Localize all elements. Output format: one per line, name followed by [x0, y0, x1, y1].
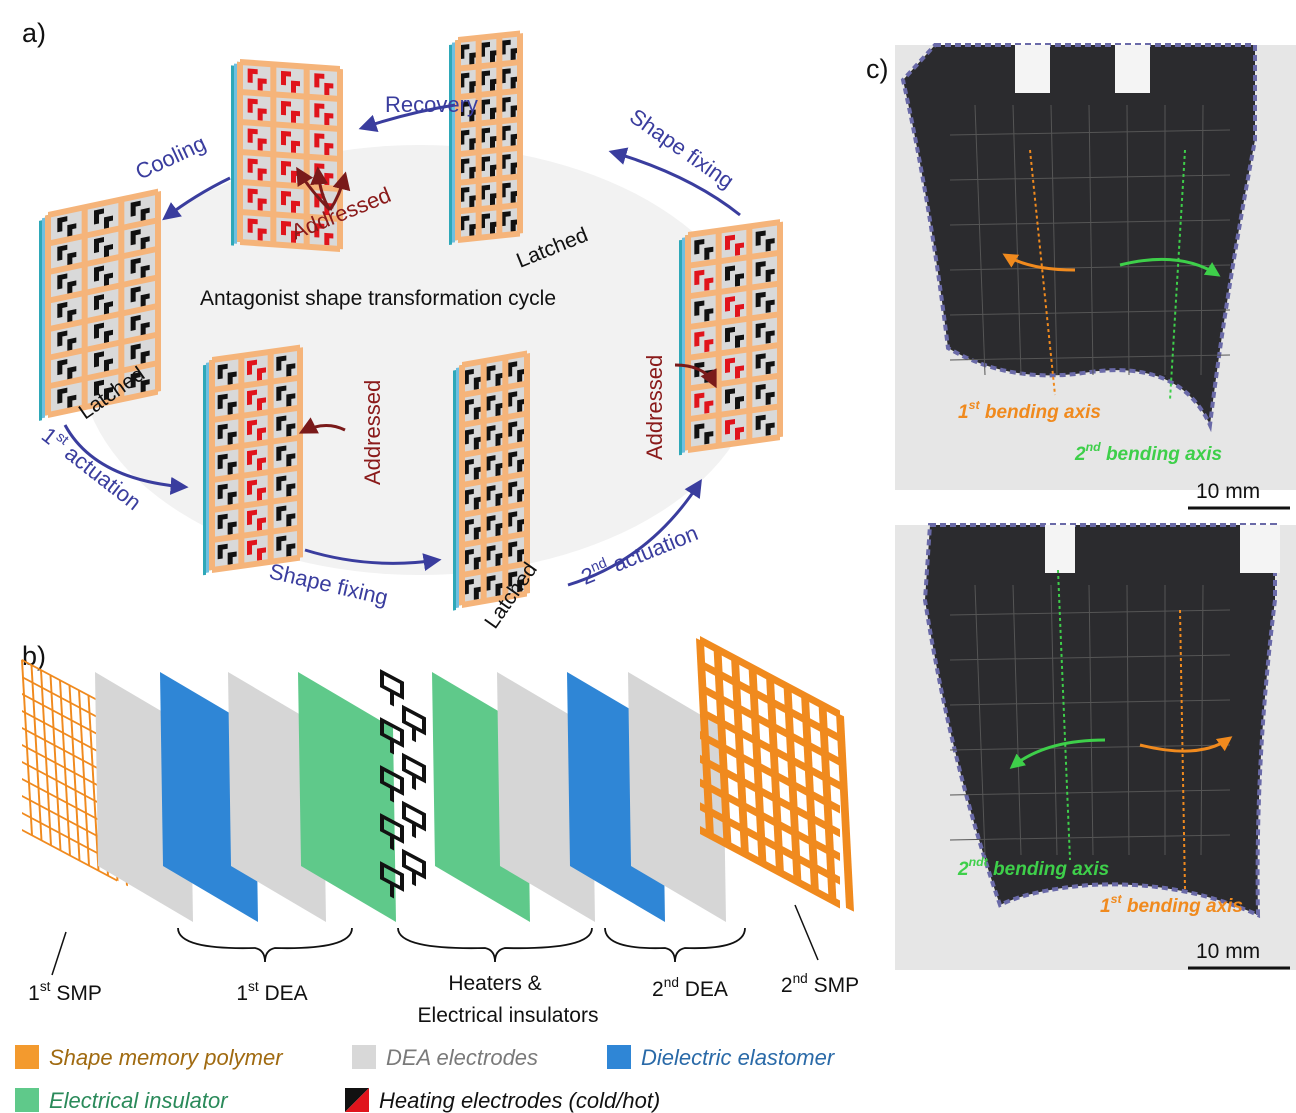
- axis-label-rest: bending axis: [980, 402, 1101, 423]
- legend-swatch: [15, 1088, 39, 1112]
- sheet-edge: [452, 42, 455, 242]
- group-label-base: 1: [236, 982, 248, 1005]
- photo-tab: [1015, 45, 1050, 93]
- smp-fiber: [79, 690, 89, 865]
- panel-label: c): [866, 54, 889, 84]
- axis-label: 1st bending axis: [958, 398, 1101, 423]
- step-label: Recovery: [385, 92, 478, 117]
- group-label-sup: nd: [793, 971, 808, 986]
- sheet: [39, 188, 161, 421]
- step-label: Cooling: [132, 130, 210, 184]
- legend-swatch: [352, 1045, 376, 1069]
- legend-label: Heating electrodes (cold/hot): [379, 1088, 660, 1113]
- axis-label-sup: nd: [1086, 440, 1102, 454]
- group-label-base: 2: [781, 974, 793, 997]
- brace: [605, 928, 745, 962]
- legend-swatch: [15, 1045, 39, 1069]
- group-label: 1st SMP: [28, 979, 102, 1005]
- axis-label-base: 2: [1074, 444, 1086, 465]
- group-label-rest: DEA: [259, 982, 308, 1005]
- leader: [795, 905, 818, 960]
- group-label-rest: DEA: [679, 978, 728, 1001]
- group-label-base: 2: [652, 978, 664, 1001]
- sheet: [449, 30, 523, 245]
- group-label: 2nd DEA: [652, 975, 728, 1001]
- axis-label-base: 1: [1100, 896, 1111, 917]
- group-label: Electrical insulators: [418, 1004, 599, 1027]
- scale-bar-label: 10 mm: [1196, 940, 1260, 963]
- sheet-edge: [203, 365, 206, 575]
- sheet-edge: [206, 362, 209, 572]
- legend-label: DEA electrodes: [386, 1045, 538, 1070]
- group-label-rest: SMP: [50, 982, 101, 1005]
- photo-tab: [1045, 525, 1075, 573]
- axis-label-base: 2: [957, 859, 969, 880]
- sheet-edge: [453, 370, 456, 611]
- sheet-edge: [449, 45, 452, 245]
- group-label-sup: nd: [664, 975, 679, 990]
- sheet-edge: [456, 368, 459, 609]
- group-label-base: 1: [28, 982, 40, 1005]
- scale-bar-label: 10 mm: [1196, 480, 1260, 503]
- group-label-sup: st: [248, 979, 259, 994]
- figure: a)RecoveryCoolingShape fixing1st actuati…: [0, 0, 1296, 1113]
- group-label-sup: st: [40, 979, 51, 994]
- state-label: Addressed: [360, 380, 385, 485]
- sheet-edge: [231, 65, 234, 245]
- photo-tab: [1240, 525, 1280, 573]
- panel-label: a): [22, 18, 46, 48]
- legend-label: Dielectric elastomer: [641, 1045, 836, 1070]
- group-label: Heaters &: [448, 972, 541, 995]
- sheet-edge: [234, 64, 237, 244]
- leader: [52, 932, 66, 975]
- axis-label-rest: bending axis: [1101, 444, 1222, 465]
- brace: [398, 928, 592, 962]
- smp-fiber: [840, 714, 850, 909]
- group-label: 2nd SMP: [781, 971, 859, 997]
- legend-label: Shape memory polymer: [49, 1045, 284, 1070]
- axis-label-sup: ndt: [969, 855, 989, 869]
- sheet-edge: [42, 218, 45, 419]
- axis-label-rest: bending axis: [988, 859, 1109, 880]
- sheet-edge: [679, 240, 682, 455]
- photo-tab: [1115, 45, 1150, 93]
- axis-label: 1st bending axis: [1100, 892, 1243, 917]
- brace: [178, 928, 352, 962]
- group-label: 1st DEA: [236, 979, 307, 1005]
- legend-label: Electrical insulator: [49, 1088, 229, 1113]
- group-label-rest: SMP: [808, 974, 859, 997]
- cycle-title: Antagonist shape transformation cycle: [200, 287, 556, 310]
- sheet-edge: [39, 220, 42, 421]
- legend-swatch: [607, 1045, 631, 1069]
- sheet-edge: [682, 237, 685, 452]
- axis-label-base: 1: [958, 402, 969, 423]
- sheet: [679, 219, 783, 456]
- axis-label-rest: bending axis: [1122, 896, 1243, 917]
- state-label: Addressed: [642, 355, 667, 460]
- sheet: [203, 344, 303, 575]
